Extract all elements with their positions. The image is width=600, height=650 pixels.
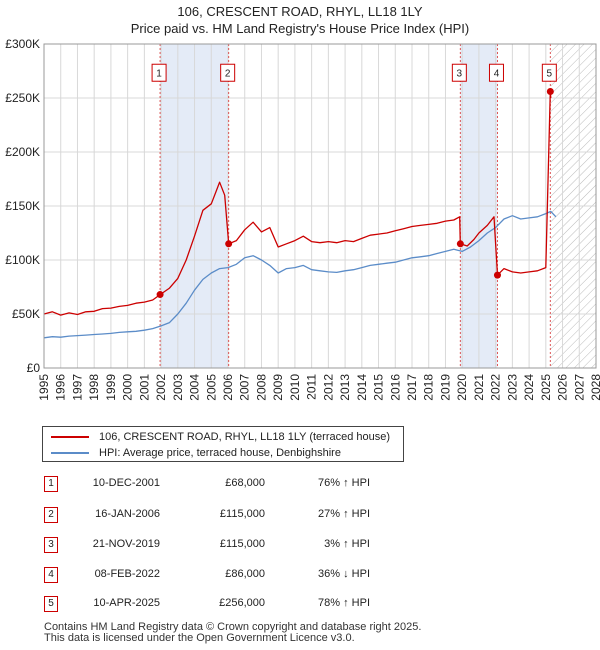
x-tick-label: 2012 (321, 374, 335, 401)
x-tick-label: 2006 (221, 374, 235, 401)
x-tick-label: 2017 (405, 374, 419, 401)
chart-subtitle: Price paid vs. HM Land Registry's House … (130, 21, 470, 36)
tx-badge: 3 (44, 537, 58, 553)
y-tick-label: £50K (12, 307, 40, 321)
transaction-marker-box (151, 63, 167, 82)
footer-copyright: Contains HM Land Registry data © Crown c… (44, 621, 422, 633)
x-tick-label: 2014 (355, 374, 369, 401)
x-tick-label: 2009 (271, 374, 285, 401)
table-row: 2 16-JAN-2006 £115,000 27% ↑ HPI (0, 505, 600, 525)
tx-date: 16-JAN-2006 (95, 508, 160, 520)
y-tick-label: £250K (5, 91, 40, 105)
tx-hpi: 36% ↓ HPI (318, 568, 370, 580)
x-tick-label: 2020 (455, 374, 469, 401)
y-tick-label: £300K (5, 37, 40, 51)
x-tick-label: 2021 (472, 374, 486, 401)
x-tick-label: 2022 (489, 374, 503, 401)
x-tick-label: 2002 (154, 374, 168, 401)
x-tick-label: 2011 (305, 374, 319, 400)
plot-border (43, 43, 597, 369)
transaction-point (156, 291, 164, 299)
legend: 106, CRESCENT ROAD, RHYL, LL18 1LY (terr… (42, 426, 404, 462)
tx-hpi: 3% ↑ HPI (324, 538, 370, 550)
transaction-point (225, 240, 233, 248)
transaction-point (546, 88, 554, 96)
tx-hpi: 27% ↑ HPI (318, 508, 370, 520)
transaction-marker-box (488, 63, 504, 82)
tx-price: £115,000 (219, 508, 265, 520)
legend-label-hpi: HPI: Average price, terraced house, Denb… (99, 447, 341, 459)
tx-badge: 5 (44, 596, 58, 612)
y-tick-label: £100K (5, 253, 40, 267)
tx-price: £115,000 (219, 538, 265, 550)
x-tick-label: 2016 (388, 374, 402, 401)
x-tick-label: 1995 (37, 374, 51, 401)
transaction-marker-label: 4 (494, 69, 500, 80)
transaction-marker-label: 1 (156, 69, 162, 80)
y-tick-label: £0 (27, 361, 41, 375)
transaction-marker-label: 3 (457, 69, 463, 80)
x-tick-label: 2013 (338, 374, 352, 401)
x-tick-label: 2015 (372, 374, 386, 401)
x-tick-label: 2027 (572, 374, 586, 401)
legend-swatch-red (51, 436, 89, 438)
x-tick-label: 2026 (556, 374, 570, 401)
x-tick-label: 2024 (522, 374, 536, 401)
table-row: 4 08-FEB-2022 £86,000 36% ↓ HPI (0, 565, 600, 585)
y-tick-label: £200K (5, 145, 40, 159)
x-tick-label: 1996 (54, 374, 68, 401)
x-tick-label: 2005 (204, 374, 218, 401)
tx-date: 08-FEB-2022 (94, 568, 160, 580)
tx-hpi: 78% ↑ HPI (318, 597, 370, 609)
series-line-hpi (43, 210, 557, 339)
transaction-point (456, 240, 464, 248)
series-line-property (43, 90, 552, 316)
table-row: 5 10-APR-2025 £256,000 78% ↑ HPI (0, 594, 600, 614)
transaction-point (493, 271, 501, 279)
legend-swatch-blue (51, 452, 89, 454)
x-tick-label: 2000 (121, 374, 135, 401)
x-tick-label: 2023 (505, 374, 519, 401)
x-tick-label: 2010 (288, 374, 302, 401)
transaction-marker-box (451, 63, 467, 82)
x-tick-label: 2001 (137, 374, 151, 401)
tx-price: £256,000 (219, 597, 265, 609)
tx-date: 10-DEC-2001 (92, 477, 160, 489)
tx-price: £86,000 (225, 568, 265, 580)
tx-badge: 1 (44, 476, 58, 492)
tx-date: 10-APR-2025 (93, 597, 160, 609)
transaction-marker-label: 5 (547, 69, 553, 80)
x-tick-label: 2003 (171, 374, 185, 401)
table-row: 1 10-DEC-2001 £68,000 76% ↑ HPI (0, 474, 600, 494)
tx-date: 21-NOV-2019 (92, 538, 160, 550)
transaction-marker-box (220, 63, 236, 82)
x-tick-label: 2028 (589, 374, 600, 401)
x-tick-label: 2008 (254, 374, 268, 401)
tx-badge: 4 (44, 567, 58, 583)
transaction-marker-label: 2 (225, 69, 231, 80)
footer-licence: This data is licensed under the Open Gov… (44, 632, 355, 644)
legend-label-property: 106, CRESCENT ROAD, RHYL, LL18 1LY (terr… (99, 431, 391, 443)
x-tick-label: 2007 (238, 374, 252, 401)
x-tick-label: 2004 (188, 374, 202, 401)
y-tick-label: £150K (5, 199, 40, 213)
tx-badge: 2 (44, 507, 58, 523)
tx-hpi: 76% ↑ HPI (318, 477, 370, 489)
x-tick-label: 1999 (104, 374, 118, 401)
chart-title: 106, CRESCENT ROAD, RHYL, LL18 1LY (177, 4, 423, 19)
x-tick-label: 2019 (438, 374, 452, 401)
transaction-marker-box (541, 63, 557, 82)
tx-price: £68,000 (225, 477, 265, 489)
x-tick-label: 1997 (70, 374, 84, 401)
x-tick-label: 2025 (539, 374, 553, 401)
x-tick-label: 2018 (422, 374, 436, 401)
x-tick-label: 1998 (87, 374, 101, 401)
table-row: 3 21-NOV-2019 £115,000 3% ↑ HPI (0, 535, 600, 555)
price-chart: 1 2 3 4 5 £0 £50K £100K £150K £200K £250K £300K 199… (5, 37, 600, 401)
